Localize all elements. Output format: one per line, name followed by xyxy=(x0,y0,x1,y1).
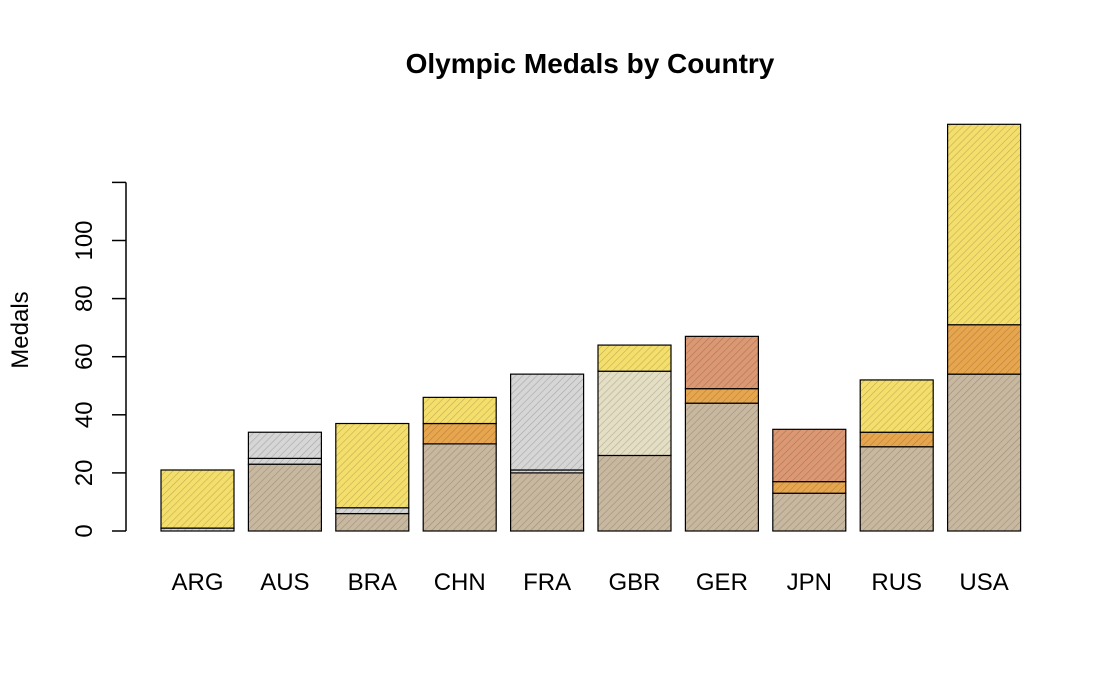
x-tick-label: ARG xyxy=(171,569,223,596)
bar-segment xyxy=(946,324,1022,375)
bar-segment xyxy=(335,512,410,532)
x-tick-label: CHN xyxy=(434,569,486,596)
y-tick-label: 60 xyxy=(71,343,98,370)
chart-title: Olympic Medals by Country xyxy=(406,48,775,79)
bar-segment xyxy=(422,422,497,445)
bars xyxy=(160,123,1022,532)
y-tick-label: 20 xyxy=(71,460,98,487)
x-tick-label: RUS xyxy=(871,569,922,596)
bar-stack xyxy=(422,396,497,532)
bar-segment xyxy=(772,492,847,532)
y-tick-label: 80 xyxy=(71,285,98,312)
bar-stack xyxy=(946,123,1022,532)
x-tick-label: USA xyxy=(959,569,1008,596)
bar-stack xyxy=(772,428,847,532)
y-tick-label: 100 xyxy=(71,220,98,260)
bar-segment xyxy=(160,469,235,529)
x-tick-label: FRA xyxy=(523,569,571,596)
bar-segment xyxy=(859,446,934,532)
x-axis-labels: ARG AUS BRA CHN FRA GBR GER JPN RUS USA xyxy=(171,569,1008,596)
y-tick-label: 40 xyxy=(71,401,98,428)
bar-stack xyxy=(859,379,934,532)
bar-segment xyxy=(772,481,847,494)
bar-segment xyxy=(684,335,760,390)
bar-segment xyxy=(684,402,760,532)
bar-segment xyxy=(684,388,760,404)
bar-stack xyxy=(160,469,235,532)
bar-stack xyxy=(335,422,410,532)
bar-segment xyxy=(597,454,672,532)
bar-segment xyxy=(335,507,410,515)
bar-segment xyxy=(510,373,585,471)
bar-segment xyxy=(422,396,497,425)
y-axis-label: Medals xyxy=(7,291,34,368)
bar-segment xyxy=(859,379,934,433)
x-tick-label: JPN xyxy=(787,569,832,596)
bar-segment xyxy=(946,123,1022,326)
bar-stack xyxy=(247,431,322,532)
bar-segment xyxy=(422,443,497,532)
bar-segment xyxy=(859,431,934,448)
x-tick-label: GBR xyxy=(608,569,660,596)
x-tick-label: AUS xyxy=(260,569,309,596)
y-axis: 0 20 40 60 80 100 xyxy=(71,181,127,538)
bar-stack xyxy=(684,335,760,532)
bar-stack xyxy=(510,373,585,532)
x-tick-label: BRA xyxy=(348,569,397,596)
bar-segment xyxy=(247,431,322,459)
bar-segment xyxy=(772,428,847,483)
bar-segment xyxy=(946,373,1022,532)
bar-segment xyxy=(597,344,672,372)
bar-segment xyxy=(247,457,322,465)
y-tick-label: 0 xyxy=(71,524,98,537)
bar-segment xyxy=(510,472,585,532)
bar-segment xyxy=(247,463,322,532)
x-tick-label: GER xyxy=(696,569,748,596)
bar-segment xyxy=(597,370,672,457)
bar-stack xyxy=(597,344,672,532)
bar-segment xyxy=(335,422,410,509)
